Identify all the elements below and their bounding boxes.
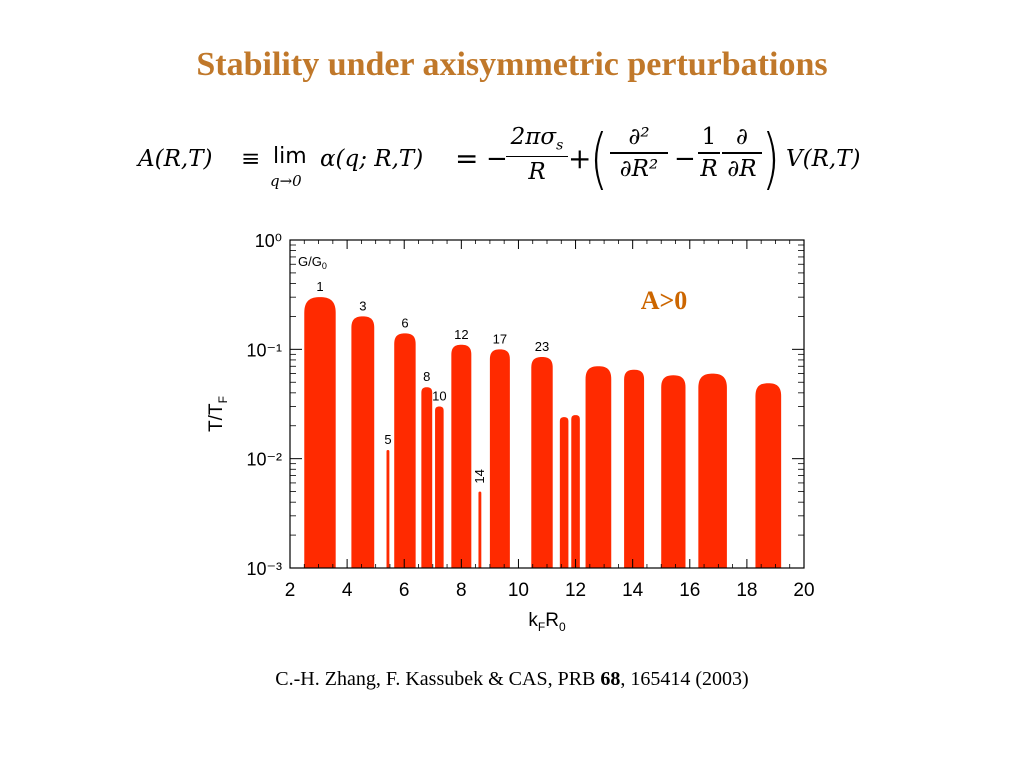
citation-authors: C.-H. Zhang, F. Kassubek & CAS, PRB: [275, 668, 601, 690]
lobe-7: [451, 344, 472, 568]
equation-lhs: A(R,T): [138, 146, 213, 172]
equation-lim: lim: [273, 144, 307, 169]
fraction-derivative-numerator: ∂: [736, 124, 748, 150]
axes-layer: [289, 239, 805, 569]
equation-lim-sub: q→0: [270, 172, 302, 190]
citation-pages-year: , 165414 (2003): [620, 668, 749, 690]
fraction-one-over-r: 1 R: [698, 124, 720, 182]
x-tick-label-6: 6: [399, 580, 410, 601]
lobe-12: [571, 415, 580, 568]
lobe-label-5: 5: [384, 432, 391, 447]
equation-alpha: α(q; R,T): [320, 146, 424, 172]
lobe-1: [304, 297, 336, 568]
lobe-label-17: 17: [493, 331, 507, 346]
lobe-label-3: 3: [359, 298, 366, 313]
y-tick-label-2: 10⁻²: [246, 450, 282, 470]
lobe-11: [559, 417, 569, 568]
equation-rhs: V(R,T): [786, 146, 861, 172]
x-tick-label-4: 4: [342, 580, 353, 601]
lobe-16: [698, 373, 727, 568]
annotation-a-positive: A>0: [641, 286, 688, 315]
lobe-label-8: 8: [423, 369, 430, 384]
lobe-3: [394, 333, 416, 568]
x-tick-label-12: 12: [565, 580, 586, 601]
equation-minus-2: −: [674, 144, 696, 174]
equation-equals: =: [455, 142, 479, 175]
lobe-2: [351, 316, 375, 568]
y-axis-label: T/TF: [206, 396, 230, 432]
lobe-label-10: 10: [432, 389, 446, 404]
fraction-second-derivative: ∂² ∂R²: [610, 124, 668, 182]
lobe-4: [386, 450, 390, 568]
x-tick-label-20: 20: [793, 580, 814, 601]
x-tick-label-16: 16: [679, 580, 700, 601]
lobe-6: [435, 406, 444, 568]
fraction-second-derivative-numerator: ∂²: [628, 124, 650, 150]
lobe-13: [585, 366, 612, 568]
lobe-label-1: 1: [316, 279, 323, 294]
lobe-14: [624, 369, 645, 568]
citation-volume: 68: [600, 668, 621, 690]
fraction-sigma-numerator: 2πσ: [510, 124, 557, 150]
citation: C.-H. Zhang, F. Kassubek & CAS, PRB 68, …: [0, 668, 1024, 691]
right-paren: ): [761, 120, 780, 197]
lobe-15: [661, 375, 686, 568]
lobes-layer: [304, 297, 782, 568]
fraction-derivative-denominator: ∂R: [727, 155, 757, 182]
x-axis-label: kFR0: [528, 610, 566, 634]
left-paren: (: [589, 120, 608, 197]
fraction-sigma-numerator-subscript: s: [556, 137, 564, 154]
equation-plus: +: [568, 142, 592, 175]
equation-equiv: ≡: [241, 146, 261, 172]
equation: A(R,T) ≡ lim q→0 α(q; R,T) = − 2πσs R + …: [138, 118, 898, 208]
y-tick-label-0: 10⁰: [255, 231, 282, 251]
y-tick-label-1: 10⁻¹: [246, 340, 282, 360]
fraction-sigma-denominator: R: [528, 159, 546, 186]
x-tick-label-14: 14: [622, 580, 644, 601]
lobe-5: [421, 387, 433, 568]
fraction-one-over-r-numerator: 1: [701, 124, 717, 150]
fraction-one-over-r-denominator: R: [700, 155, 718, 182]
lobe-9: [489, 349, 510, 568]
lobe-label-23: 23: [535, 339, 549, 354]
y-tick-label-3: 10⁻³: [246, 559, 282, 579]
corner-label: G/G0: [298, 254, 327, 271]
fraction-second-derivative-denominator: ∂R²: [619, 155, 659, 182]
lobe-8: [478, 491, 482, 568]
x-tick-label-2: 2: [285, 580, 296, 601]
lobe-label-12: 12: [454, 327, 468, 342]
x-tick-label-18: 18: [736, 580, 757, 601]
fraction-sigma: 2πσs R: [506, 124, 568, 185]
x-tick-label-8: 8: [456, 580, 467, 601]
lobe-10: [531, 357, 553, 568]
x-tick-label-10: 10: [508, 580, 529, 601]
lobe-17: [755, 383, 782, 568]
fraction-derivative: ∂ ∂R: [722, 124, 762, 182]
equation-minus: −: [486, 144, 508, 174]
lobe-label-6: 6: [401, 315, 408, 330]
lobe-label-14: 14: [472, 469, 487, 483]
slide-title: Stability under axisymmetric perturbatio…: [196, 46, 828, 83]
